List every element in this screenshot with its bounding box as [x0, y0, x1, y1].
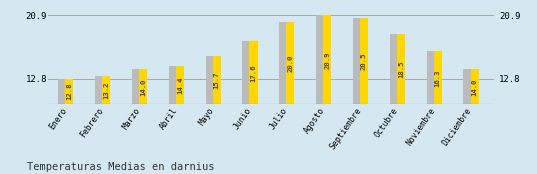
Text: 20.9: 20.9 [324, 51, 330, 69]
Bar [279, 22, 289, 104]
Text: 20.0: 20.0 [287, 55, 293, 72]
Bar [286, 22, 294, 104]
Text: Temperaturas Medias en darnius: Temperaturas Medias en darnius [27, 162, 214, 172]
Bar [66, 79, 74, 104]
Bar [316, 15, 326, 104]
Bar [463, 69, 474, 104]
Bar [132, 69, 142, 104]
Bar [169, 66, 179, 104]
Bar [242, 41, 253, 104]
Text: 14.0: 14.0 [140, 78, 146, 96]
Bar [213, 56, 221, 104]
Bar [176, 66, 184, 104]
Text: 16.3: 16.3 [435, 69, 441, 87]
Bar [390, 34, 400, 104]
Bar [139, 69, 147, 104]
Bar [250, 41, 258, 104]
Bar [353, 18, 363, 104]
Text: 14.4: 14.4 [177, 77, 183, 94]
Bar [206, 56, 216, 104]
Bar [59, 79, 69, 104]
Bar [434, 51, 442, 104]
Text: 12.8: 12.8 [67, 83, 72, 100]
Bar [397, 34, 405, 104]
Text: 17.6: 17.6 [251, 64, 257, 82]
Bar [470, 69, 478, 104]
Bar [360, 18, 368, 104]
Bar [102, 76, 110, 104]
Bar [95, 76, 105, 104]
Text: 14.0: 14.0 [471, 78, 477, 96]
Bar [323, 15, 331, 104]
Text: 18.5: 18.5 [398, 61, 404, 78]
Text: 13.2: 13.2 [103, 81, 109, 99]
Text: 15.7: 15.7 [214, 72, 220, 89]
Bar [426, 51, 437, 104]
Text: 20.5: 20.5 [361, 53, 367, 70]
